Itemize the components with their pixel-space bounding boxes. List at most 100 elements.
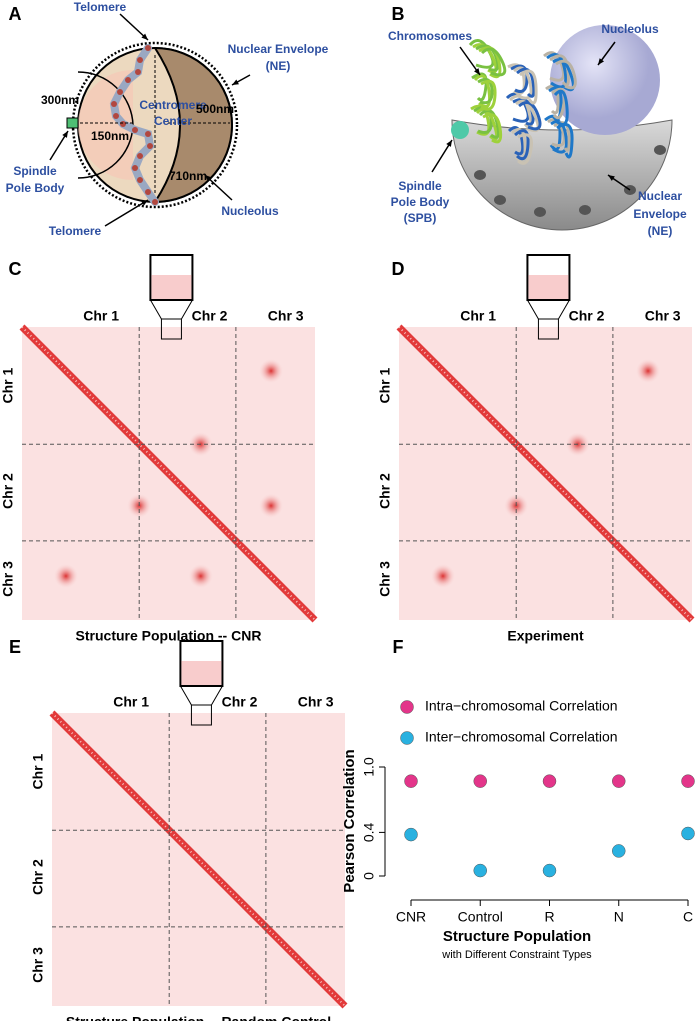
pore	[494, 195, 506, 205]
label: Chr 1	[377, 367, 393, 403]
point	[404, 774, 418, 788]
label: (NE)	[266, 59, 291, 73]
label: Envelope	[633, 207, 687, 221]
label: Chr 2	[377, 473, 393, 509]
label: Chr 1	[83, 308, 119, 324]
chromatin	[543, 51, 565, 82]
legend-label: Inter−chromosomal Correlation	[425, 729, 618, 745]
y-tick-label: 0.4	[361, 822, 377, 842]
chromatin	[514, 129, 530, 161]
label: Chr 1	[113, 694, 149, 710]
point	[542, 863, 557, 878]
arrow-head	[141, 200, 148, 206]
bead	[111, 101, 117, 107]
label: Chr 1	[460, 308, 496, 324]
chromatin	[547, 118, 566, 147]
label: Chr 3	[645, 308, 681, 324]
chromatin	[477, 77, 494, 105]
label: F	[393, 637, 404, 657]
chromatin	[482, 113, 503, 144]
chromatin	[517, 133, 533, 165]
point	[473, 774, 487, 788]
label: D	[392, 259, 405, 279]
label: Nuclear	[638, 189, 682, 203]
bead	[147, 143, 153, 149]
diagonal	[396, 324, 695, 623]
inset-line	[149, 299, 162, 320]
x-tick-label: C	[683, 909, 693, 925]
label: Chr 2	[0, 473, 16, 509]
x-tick-label: N	[614, 909, 624, 925]
label: Center	[154, 114, 192, 128]
inset-line	[526, 299, 539, 320]
inset-fill	[528, 275, 569, 299]
chromatin	[507, 63, 526, 95]
inset-line	[557, 299, 570, 320]
label: Chr 1	[0, 367, 16, 403]
chromatin	[552, 58, 575, 92]
inset-src	[537, 318, 559, 340]
chromatin	[480, 79, 497, 111]
point	[542, 774, 557, 788]
label: Pole Body	[6, 181, 65, 195]
point	[612, 774, 626, 788]
inset-src	[190, 704, 212, 726]
bead	[145, 45, 151, 51]
bead	[120, 121, 126, 127]
chromatin	[475, 44, 500, 72]
label: Experiment	[507, 628, 584, 644]
chromatin	[512, 66, 533, 100]
arrow-head	[205, 175, 212, 182]
label: 150nm	[91, 129, 129, 143]
label: Nucleolus	[221, 204, 279, 218]
x-axis-label: Structure Population	[443, 928, 591, 945]
label: 710nm	[169, 169, 207, 183]
chromatin	[518, 101, 542, 131]
bead	[125, 77, 131, 83]
inset-line	[179, 685, 192, 706]
chromatin	[510, 128, 527, 162]
x-tick-label: CNR	[396, 909, 426, 925]
label: Chr 2	[569, 308, 605, 324]
spb-3d	[451, 121, 469, 139]
inset-line	[180, 299, 193, 320]
chromatin	[555, 59, 577, 90]
label: Chr 3	[0, 561, 16, 597]
label: Spindle	[398, 179, 442, 193]
label: Telomere	[49, 224, 102, 238]
x-tick-label: Control	[458, 909, 503, 925]
arrow	[104, 199, 149, 227]
contact-spot	[636, 358, 661, 383]
label: Spindle	[13, 164, 57, 178]
contact-spot	[188, 564, 213, 589]
chromosome	[109, 44, 159, 206]
chromatin	[480, 47, 507, 77]
bead	[137, 57, 143, 63]
label: Telomere	[74, 0, 127, 14]
chromatin	[519, 69, 538, 105]
label: Chr 2	[30, 859, 46, 895]
label: (NE)	[648, 224, 673, 238]
bead	[137, 153, 143, 159]
label: Chr 2	[192, 308, 228, 324]
point	[681, 774, 695, 788]
arrow-head	[598, 58, 605, 65]
contact-spot	[259, 358, 284, 383]
chromatin	[478, 109, 500, 139]
label: E	[9, 637, 21, 657]
point	[612, 844, 626, 858]
chromatin	[473, 74, 491, 108]
legend-label: Intra−chromosomal Correlation	[425, 698, 618, 714]
bead	[137, 177, 143, 183]
chromatin	[514, 99, 540, 133]
chromatin	[510, 64, 529, 93]
pore	[579, 205, 591, 215]
label: Chr 3	[298, 694, 334, 710]
bead	[135, 69, 141, 75]
inset-line	[210, 685, 223, 706]
point	[404, 827, 418, 842]
arrow-head	[62, 131, 68, 138]
label: 500nm	[196, 102, 234, 116]
label: Structure Population -- Random Control	[66, 1014, 331, 1021]
